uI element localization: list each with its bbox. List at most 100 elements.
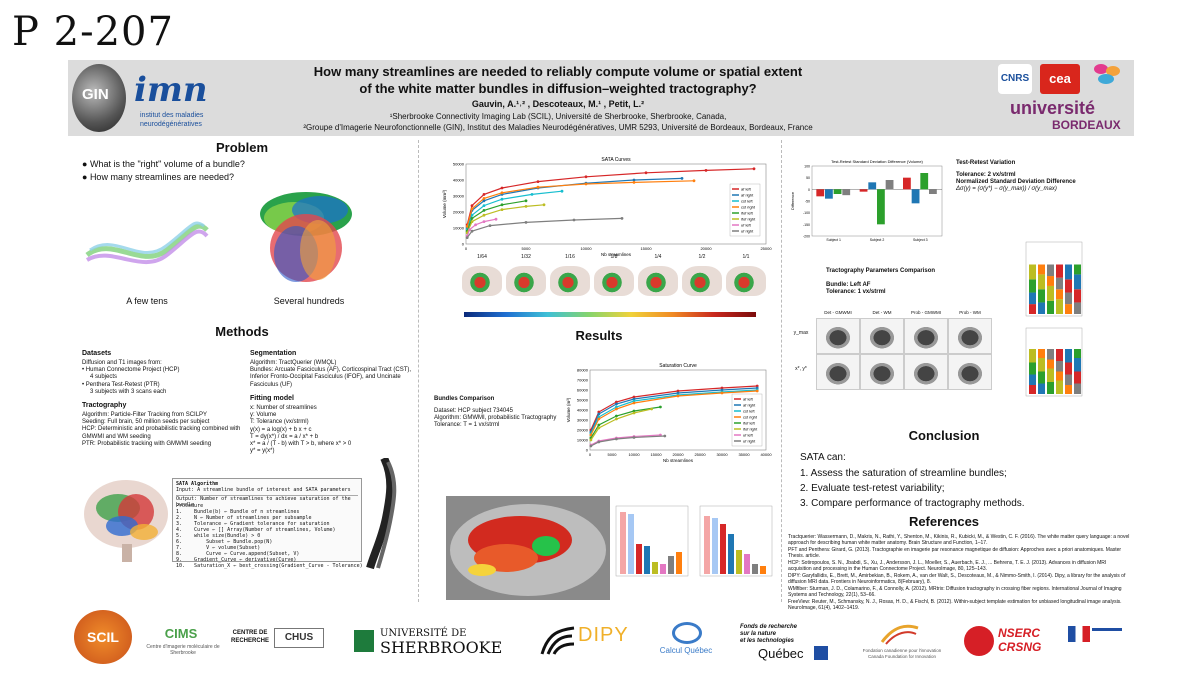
x-axis-label: Nb streamlines (601, 252, 632, 257)
stacked-bars-chart-1 (1025, 241, 1083, 317)
data-point (482, 220, 486, 223)
y-tick-label: 60000 (577, 388, 589, 393)
category-label: Subject 2 (870, 238, 885, 242)
x-tick-label: 15000 (640, 246, 652, 251)
category-label: Subject 3 (913, 238, 928, 242)
reference-item: PFT and Penthera: Girard, G. (2013). Tra… (788, 547, 1122, 559)
algo-line: 8. Curve ← Curve.append(Subset, V) (176, 551, 300, 557)
data-point (615, 400, 618, 404)
x-tick-label: 0 (589, 452, 592, 457)
fitting-line: y* = y(x*) (250, 448, 275, 455)
volume-bars-chart-2 (699, 505, 773, 577)
bar (752, 564, 758, 574)
fitting-line: x* = a / (T - b) with T > b, where x* > … (250, 441, 352, 448)
trt-formula: Δσ(y) = (σ(y*) − σ(y_max)) / σ(y_max) (956, 186, 1057, 193)
dipy-logo: DIPY (578, 624, 629, 646)
y-tick-label: 0 (586, 448, 589, 453)
problem-question-1: ● What is the "right" volume of a bundle… (82, 159, 245, 169)
legend-label: uf left (743, 433, 754, 438)
tp-cell-image (860, 318, 904, 354)
data-point (524, 199, 528, 203)
tp-cell-image (816, 354, 860, 390)
thumb-brain (506, 266, 546, 296)
bar (859, 189, 868, 192)
data-point (482, 213, 486, 217)
brain-bundles-figure (84, 480, 168, 562)
bar-segment (1074, 383, 1081, 394)
bundles-comparison-text: Dataset: HCP subject 734045 Algorithm: G… (434, 408, 556, 430)
y-tick-label: 0 (462, 242, 465, 247)
bar-segment (1065, 349, 1072, 363)
colorbar (464, 312, 756, 317)
imn-logo-sub2: neurodégénératives (140, 121, 202, 128)
data-point (676, 389, 680, 393)
fitting-line: T: Tolerance (vx/strml) (250, 419, 309, 426)
bar-segment (1065, 385, 1072, 394)
y-tick-label: 30000 (577, 418, 589, 423)
data-point (470, 217, 474, 220)
data-point (720, 388, 724, 392)
data-point (500, 197, 504, 201)
udes-shield-icon (354, 630, 374, 652)
x-tick-label: 20000 (672, 452, 684, 457)
data-point (488, 224, 492, 227)
problem-question-2: ● How many streamlines are needed? (82, 172, 235, 182)
data-point (482, 204, 486, 207)
y-tick-label: -100 (803, 211, 810, 215)
bar-segment (1074, 371, 1081, 384)
data-point (572, 218, 576, 222)
conclusion-list: 1. Assess the saturation of streamline b… (800, 466, 1025, 511)
tp-cell-image (948, 318, 992, 354)
datasets-text: Diffusion and T1 images from: • Human Co… (82, 360, 242, 396)
bar-segment (1029, 304, 1036, 314)
column-separator (781, 140, 783, 602)
bar-segment (1056, 371, 1063, 381)
y-axis-label: Volume (m³) (566, 397, 571, 422)
data-point (500, 208, 504, 211)
y-tick-label: 50000 (453, 162, 465, 167)
bar-segment (1029, 385, 1036, 394)
legend-label: cst left (743, 409, 755, 414)
x-tick-label: 5000 (608, 452, 618, 457)
x-tick-label: 20000 (700, 246, 712, 251)
data-point (615, 414, 618, 418)
bar (816, 189, 825, 197)
y-tick-label: 50000 (577, 398, 589, 403)
thumb-label: 1/8 (610, 254, 618, 260)
tp-cell-image (860, 354, 904, 390)
dipy-icon (540, 626, 575, 655)
data-point (659, 405, 662, 409)
data-point (468, 228, 471, 231)
bundles-tolerance: Tolerance: T = 1 vx/strml (434, 422, 500, 429)
x-tick-label: 35000 (738, 452, 750, 457)
problem-question-2-text: How many streamlines are needed? (89, 172, 235, 182)
gin-logo-text: GIN (82, 86, 109, 103)
bar-segment (1038, 302, 1045, 314)
cea-logo: cea (1040, 64, 1080, 94)
poster-authors: Gauvin, A.¹˒² , Descoteaux, M.¹ , Petit,… (471, 99, 645, 109)
bar-segment (1029, 264, 1036, 280)
thumb-label: 1/4 (654, 254, 662, 260)
bar-segment (1074, 302, 1081, 314)
bar (911, 189, 920, 204)
y-axis-label: Difference (790, 191, 795, 210)
tp-col-label: Prob - GMWMI (911, 310, 941, 315)
cfi-swoosh-icon (880, 624, 919, 645)
trt-text: Tolerance: 2 vx/strml Normalized Standar… (956, 172, 1126, 194)
bundles-dataset: Dataset: HCP subject 734045 (434, 408, 513, 414)
data-point (615, 402, 618, 406)
bar-segment (1038, 383, 1045, 394)
bar-segment (1029, 374, 1036, 385)
bar-segment (1047, 285, 1054, 301)
problem-heading: Problem (215, 140, 268, 155)
category-label: Subject 1 (826, 238, 841, 242)
data-point (465, 236, 469, 239)
plot-frame (465, 163, 767, 245)
data-point (524, 205, 528, 208)
series-line (466, 177, 683, 229)
data-point (632, 399, 636, 403)
data-point (597, 426, 601, 430)
data-point (676, 394, 680, 398)
data-point (542, 203, 546, 207)
chart-title: SATA Curves (601, 157, 631, 163)
